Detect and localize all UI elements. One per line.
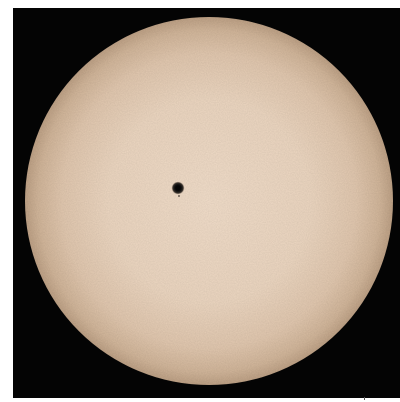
edge-mark <box>364 397 365 400</box>
small-sunspot <box>178 195 180 197</box>
granulation-texture <box>25 17 393 385</box>
sun-photo <box>25 17 393 385</box>
space-background <box>13 8 400 398</box>
sunspot-umbra <box>175 185 181 191</box>
